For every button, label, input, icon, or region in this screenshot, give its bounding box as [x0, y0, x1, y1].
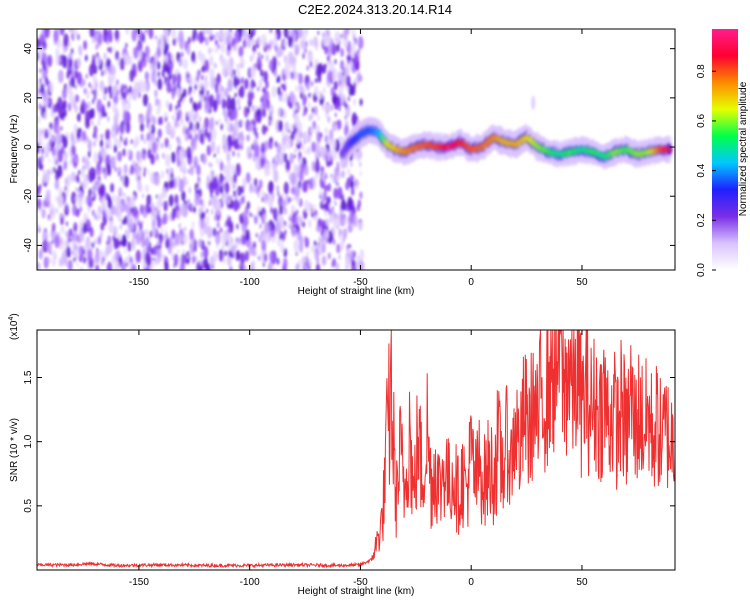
spectrogram-y-axis: -40 -20 0 20 40 — [23, 43, 675, 253]
x-tick-label: -150 — [129, 577, 149, 588]
snr-series-line — [36, 329, 676, 569]
y-tick-label: 40 — [23, 43, 34, 55]
colorbar-axis: 0.0 0.2 0.4 0.6 0.8 — [696, 64, 716, 277]
y-tick-label: 1.5 — [23, 370, 34, 384]
spectrogram-chart: -150 -100 -50 0 50 -40 -20 0 20 40 Height of str… — [9, 28, 676, 297]
spectrogram-x-axis: -150 -100 -50 0 50 — [129, 29, 588, 288]
x-tick-label: -100 — [240, 277, 260, 288]
colorbar-label: Normalized spectral amplitude — [738, 81, 749, 216]
x-tick-label: 50 — [576, 277, 588, 288]
snr-scale-label: (x104) — [8, 313, 20, 340]
y-tick-label: -20 — [23, 189, 34, 204]
x-tick-label: 0 — [468, 277, 474, 288]
colorbar-tick-label: 0.8 — [696, 64, 707, 78]
figure-title: C2E2.2024.313.20.14.R14 — [298, 2, 452, 17]
colorbar-tick-label: 0.4 — [696, 163, 707, 177]
colorbar-tick-label: 0.2 — [696, 213, 707, 227]
y-tick-label: 0.5 — [23, 498, 34, 512]
y-tick-label: 0 — [23, 144, 34, 150]
x-tick-label: -50 — [353, 577, 368, 588]
snr-chart: -150 -100 -50 0 50 0.5 1.0 1.5 Height of strai… — [8, 313, 676, 597]
x-tick-label: -100 — [240, 577, 260, 588]
snr-frame — [36, 329, 676, 571]
spectrogram-signal-ridge — [339, 95, 673, 170]
x-tick-label: 50 — [576, 577, 588, 588]
spectrogram-heatmap — [37, 29, 673, 270]
snr-y-axis: 0.5 1.0 1.5 — [23, 370, 675, 513]
snr-x-axis: -150 -100 -50 0 50 — [129, 330, 588, 588]
spectrogram-noise-region — [37, 29, 365, 270]
y-tick-label: 20 — [23, 92, 34, 104]
colorbar-tick-label: 0.6 — [696, 114, 707, 128]
colorbar-gradient — [712, 29, 738, 270]
colorbar: 0.0 0.2 0.4 0.6 0.8 Normalized spectral ampl… — [696, 29, 749, 277]
y-tick-label: 1.0 — [23, 434, 34, 448]
x-tick-label: 0 — [468, 577, 474, 588]
snr-scale-prefix: (x10 — [9, 320, 20, 340]
x-tick-label: -50 — [353, 277, 368, 288]
spectrogram-y-label: Frequency (Hz) — [9, 115, 20, 184]
spectrogram-frame — [36, 28, 676, 271]
snr-scale-exponent: 4 — [8, 317, 15, 321]
x-tick-label: -150 — [129, 277, 149, 288]
spectrogram-x-label: Height of straight line (km) — [298, 286, 415, 297]
colorbar-tick-label: 0.0 — [696, 263, 707, 277]
y-tick-label: -40 — [23, 238, 34, 253]
snr-x-label: Height of straight line (km) — [298, 586, 415, 597]
snr-y-label: SNR (10 * v/v) — [9, 418, 20, 482]
